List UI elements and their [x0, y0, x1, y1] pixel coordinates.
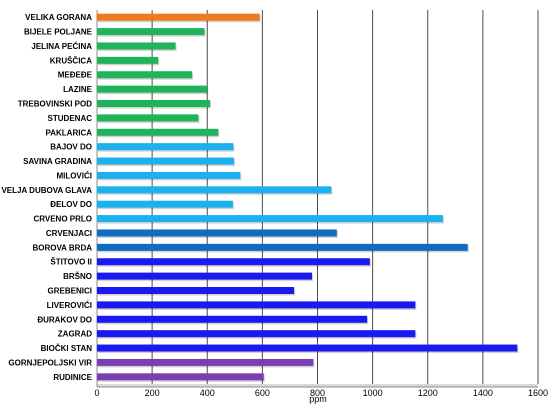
bar — [97, 56, 159, 64]
category-label: BIJELE POLJANE — [24, 28, 93, 37]
bar — [97, 71, 193, 79]
x-tick-label: 800 — [310, 388, 325, 398]
bar — [97, 229, 337, 237]
category-label: CRVENO PRLO — [33, 215, 92, 224]
bar — [97, 85, 208, 93]
x-tick-label: 0 — [94, 388, 99, 398]
bar — [97, 186, 332, 194]
x-tick-label: 1600 — [528, 388, 548, 398]
plot-floor — [97, 384, 538, 387]
bar — [97, 330, 416, 338]
bar — [97, 358, 314, 366]
category-label: LAZINE — [63, 85, 93, 94]
bar — [97, 128, 219, 136]
x-tick-label: 400 — [200, 388, 215, 398]
bar — [97, 301, 416, 309]
category-label: BAJOV DO — [50, 143, 92, 152]
category-label: VELJA DUBOVA GLAVA — [1, 186, 92, 195]
bar — [97, 157, 234, 165]
category-label: ĐELOV DO — [50, 200, 92, 209]
category-label: PAKLARICA — [45, 128, 92, 137]
category-label: GORNJEPOLJSKI VIR — [8, 358, 92, 367]
bar — [97, 100, 211, 107]
category-label: STUDENAC — [48, 114, 93, 123]
bar — [97, 315, 368, 323]
category-label: LIVEROVIĆI — [47, 301, 92, 310]
category-label: BIOČKI STAN — [41, 344, 93, 353]
bar — [97, 272, 312, 280]
category-label: BRŠNO — [63, 272, 92, 281]
x-tick-label: 1400 — [473, 388, 493, 398]
category-label: MEĐEĐE — [58, 71, 93, 80]
category-label: CRVENJACI — [46, 229, 92, 238]
x-tick-label: 600 — [255, 388, 270, 398]
bar — [97, 143, 234, 151]
bars — [97, 13, 519, 382]
category-labels: VELIKA GORANA BIJELE POLJANE JELINA PEĆINA… — [1, 13, 92, 382]
category-label: TREBOVINSKI POD — [18, 100, 92, 109]
category-label: GREBENICI — [48, 287, 92, 296]
gridlines — [151, 10, 539, 384]
bar — [97, 287, 295, 294]
category-label: MILOVIĆI — [56, 171, 92, 180]
bar — [97, 42, 176, 50]
bar — [97, 373, 264, 381]
bar — [97, 258, 370, 266]
x-tick-label: 1200 — [418, 388, 438, 398]
x-tick-label: 1000 — [363, 388, 383, 398]
x-tick-labels: 0 200 400 600 800 1000 1200 1400 1600 — [94, 388, 548, 398]
category-label: SAVINA GRADINA — [23, 157, 92, 166]
x-axis-title: ppm — [309, 394, 327, 404]
category-label: BOROVA BRDA — [32, 243, 92, 252]
bar — [97, 243, 468, 251]
bar — [97, 171, 241, 179]
category-label: ZAGRAD — [58, 330, 92, 339]
category-label: ĐURAKOV DO — [37, 315, 92, 324]
bar — [97, 28, 205, 36]
category-label: ŠTITOVO II — [50, 258, 92, 267]
category-label: KRUŠČICA — [50, 56, 92, 65]
bar — [97, 215, 443, 223]
bar — [97, 200, 233, 208]
bar — [97, 344, 518, 352]
bar — [97, 114, 199, 122]
bar — [97, 13, 260, 21]
category-label: JELINA PEĆINA — [31, 42, 92, 51]
category-label: VELIKA GORANA — [25, 13, 92, 22]
category-label: RUDINICE — [53, 373, 92, 382]
x-tick-label: 200 — [145, 388, 160, 398]
